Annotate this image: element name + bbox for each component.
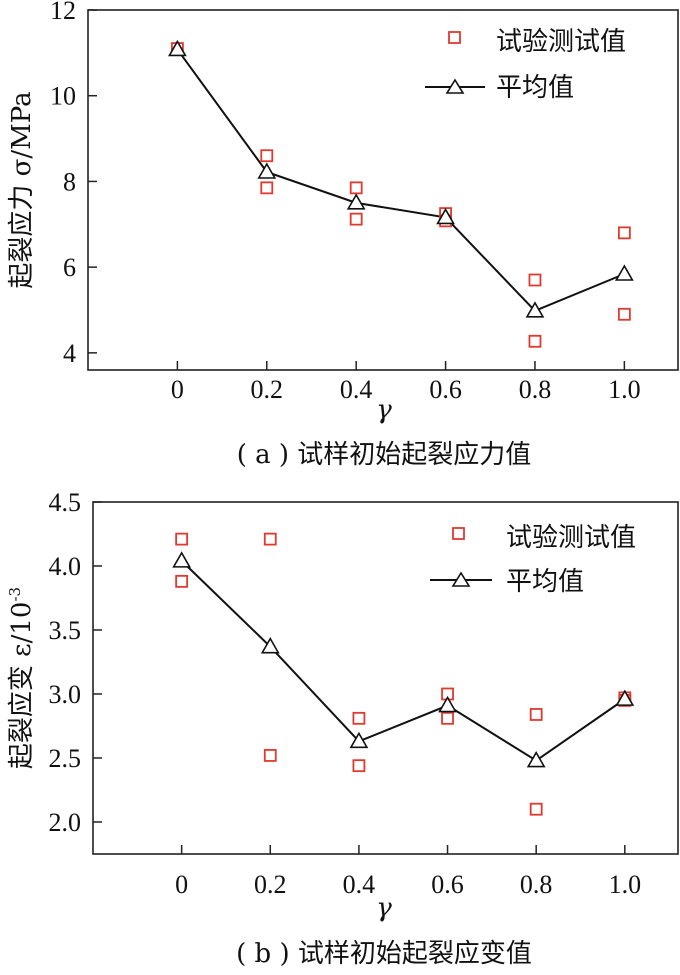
legend-b: 试验测试值 平均值 [430, 523, 636, 597]
x-tick-label: 0.8 [520, 870, 553, 899]
x-tick-label: 0.2 [251, 375, 284, 404]
x-tick-label: 0.6 [431, 870, 464, 899]
y-tick-label: 2.5 [49, 744, 82, 773]
measured-point [349, 181, 363, 195]
legend-square-marker [448, 31, 461, 44]
average-point [260, 637, 280, 654]
x-axis-label-a: γ [376, 395, 392, 425]
x-tick-label: 0.8 [519, 375, 552, 404]
average-point [526, 750, 546, 768]
y-tick-label: 8 [63, 167, 76, 196]
panel-b-strain: 0 0.2 0.4 0.6 0.8 1.0 2.0 2.5 3.0 3.5 4.… [6, 488, 679, 969]
average-point [168, 39, 187, 57]
average-point [436, 207, 455, 225]
legend-label-average: 平均值 [496, 73, 574, 103]
measured-point [263, 532, 277, 546]
x-tick-labels-b: 0 0.2 0.4 0.6 0.8 1.0 [175, 870, 641, 899]
measured-point [617, 307, 631, 321]
average-point [615, 689, 635, 706]
average-point [257, 162, 277, 179]
x-tick-label: 0.6 [429, 375, 462, 404]
y-axis-label-b-text: 起裂应变 ε/10 [7, 602, 37, 770]
caption-a: ( a ) 试样初始起裂应力值 [237, 440, 532, 470]
y-tick-labels-a: 4 6 8 10 12 [50, 0, 76, 368]
average-point [438, 695, 457, 713]
x-tick-label: 0 [175, 870, 188, 899]
y-tick-label: 10 [50, 82, 76, 111]
legend-triangle-marker [451, 571, 471, 587]
measured-point [349, 212, 363, 226]
average-point [346, 193, 366, 210]
legend-label-measured: 试验测试值 [506, 523, 636, 553]
measured-point [175, 532, 189, 546]
y-tick-label: 4.0 [49, 552, 82, 581]
y-axis-label-b-exponent: -3 [6, 587, 24, 602]
measured-point [263, 749, 277, 762]
average-line [180, 560, 626, 762]
y-tick-label: 4 [63, 339, 76, 368]
measured-point [528, 273, 542, 287]
measured-point [352, 759, 366, 773]
x-tick-label: 0.4 [340, 375, 373, 404]
y-axis-label-b: 起裂应变 ε/10-3 [6, 587, 37, 769]
svg-text:起裂应变 ε/10-3: 起裂应变 ε/10-3 [6, 587, 37, 769]
y-tick-label: 6 [63, 253, 76, 282]
legend-label-measured: 试验测试值 [496, 27, 626, 57]
legend-square-marker [452, 527, 465, 540]
legend-a: 试验测试值 平均值 [425, 27, 626, 103]
measured-point [260, 181, 274, 195]
ticks-b [93, 501, 626, 854]
average-point [172, 551, 192, 568]
series-b [172, 532, 635, 816]
measured-point [528, 334, 542, 348]
y-tick-labels-b: 2.0 2.5 3.0 3.5 4.0 4.5 [49, 488, 82, 837]
x-tick-label: 1.0 [608, 375, 641, 404]
y-tick-label: 4.5 [49, 488, 82, 517]
average-line [176, 48, 625, 313]
legend-label-average: 平均值 [506, 567, 584, 597]
x-tick-labels-a: 0 0.2 0.4 0.6 0.8 1.0 [171, 375, 641, 404]
y-tick-label: 12 [50, 0, 76, 25]
x-tick-label: 0.4 [343, 870, 376, 899]
measured-point [260, 149, 274, 163]
plot-frame-b [92, 501, 679, 855]
x-axis-label-b: γ [376, 893, 392, 923]
average-point [525, 301, 545, 318]
y-axis-label-a: 起裂应力 σ/MPa [7, 91, 37, 288]
x-tick-label: 0 [171, 375, 184, 404]
plot-frame-a [87, 9, 679, 371]
measured-point [352, 711, 366, 725]
series-a [168, 39, 634, 348]
average-point [614, 264, 634, 281]
y-tick-label: 3.5 [49, 616, 82, 645]
x-tick-label: 0.2 [254, 870, 287, 899]
y-tick-label: 2.0 [49, 808, 82, 837]
caption-b: ( b ) 试样初始起裂应变值 [236, 939, 532, 969]
x-tick-label: 1.0 [609, 870, 642, 899]
average-point [349, 731, 369, 749]
legend-triangle-marker [445, 78, 465, 94]
measured-point [529, 708, 543, 721]
panel-a-stress: 0 0.2 0.4 0.6 0.8 1.0 4 6 8 10 12 γ 起裂应力… [7, 0, 679, 470]
measured-point [529, 802, 543, 816]
y-tick-label: 3.0 [49, 680, 82, 709]
measured-point [441, 711, 454, 725]
measured-point [617, 226, 631, 240]
ticks-a [88, 9, 626, 370]
measured-point [175, 574, 189, 588]
